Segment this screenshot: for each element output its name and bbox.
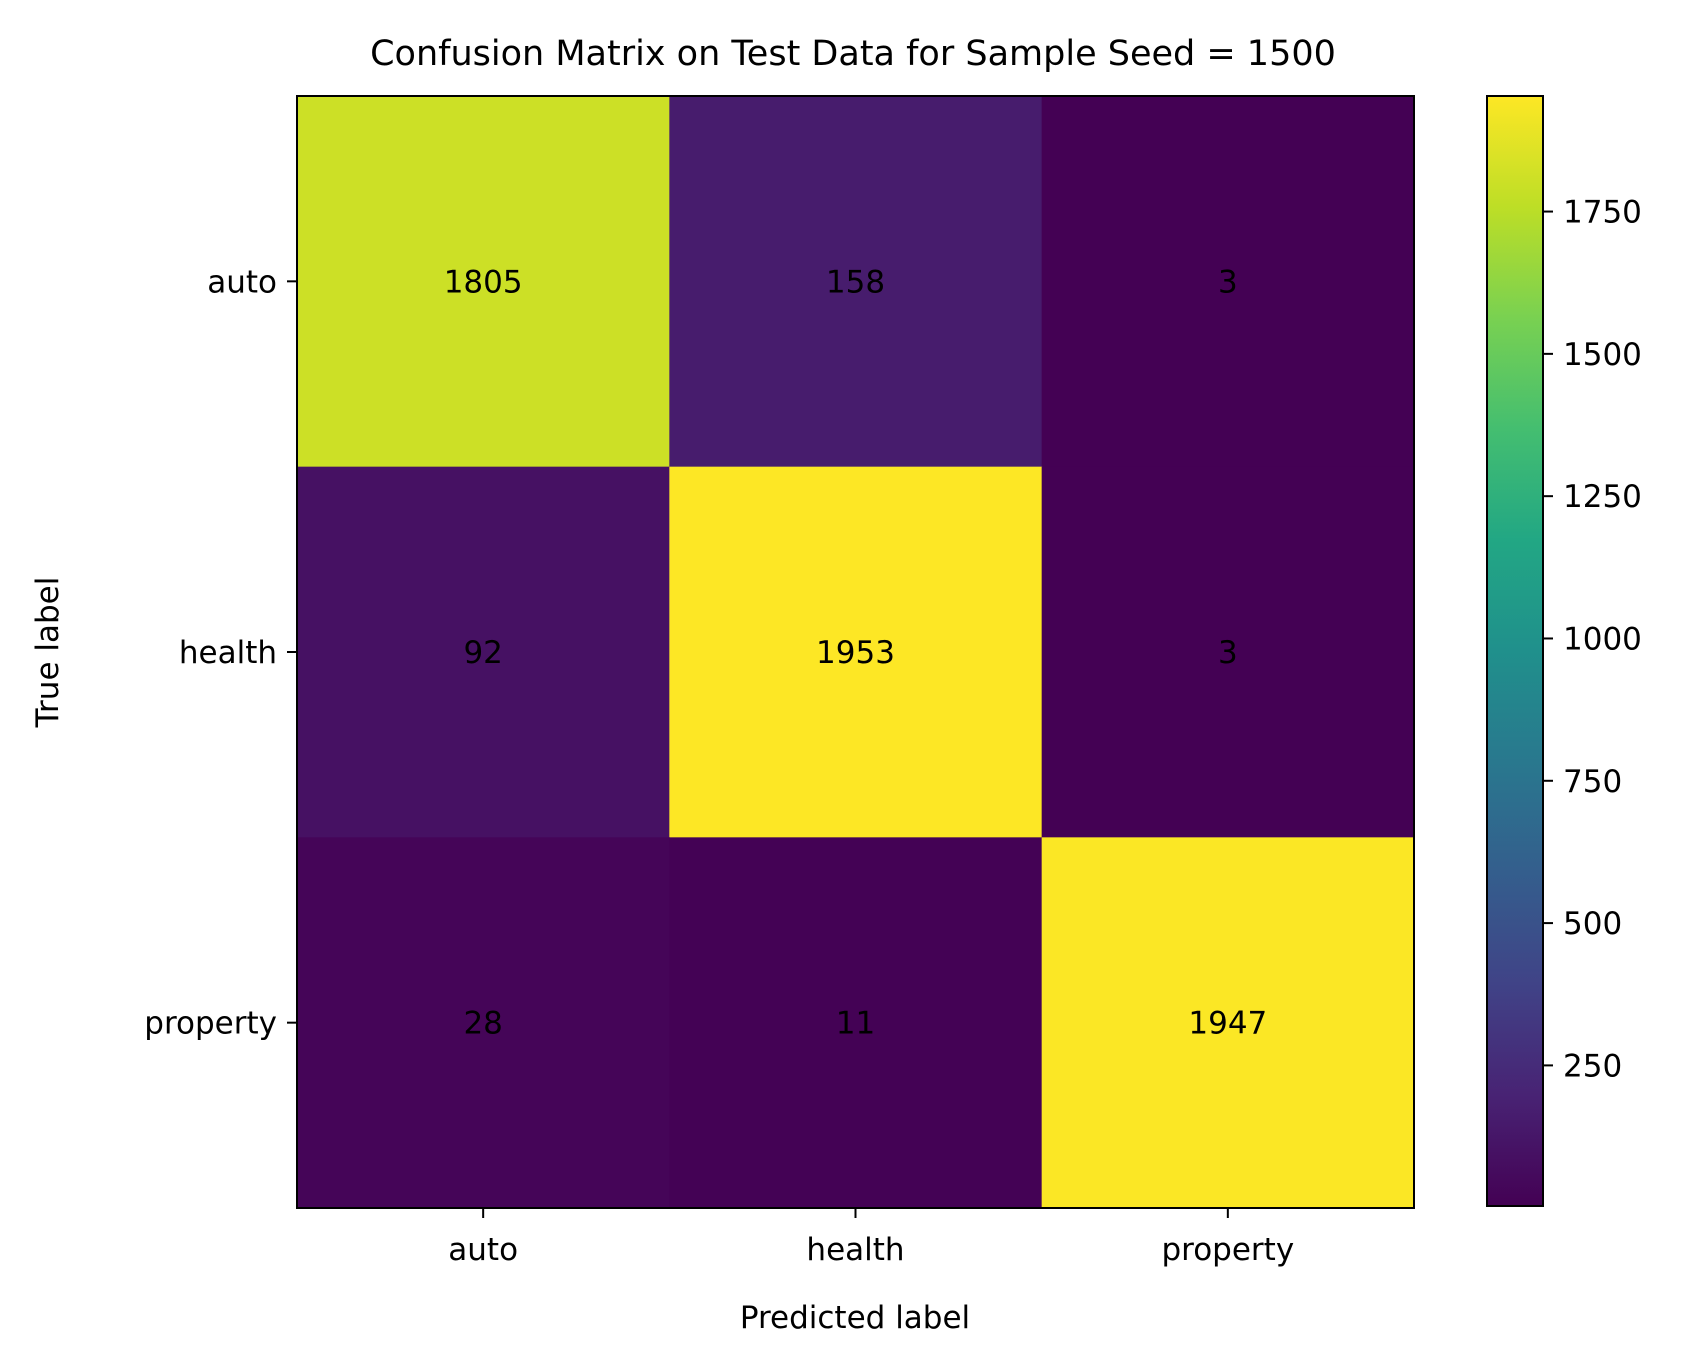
heatmap-cell-auto-property	[1041, 96, 1415, 468]
y-axis-ticks: auto health property	[144, 264, 297, 1042]
colorbar-tick-label: 500	[1563, 906, 1622, 942]
x-axis-ticks: auto health property	[448, 1208, 1294, 1268]
x-axis-label: Predicted label	[740, 1300, 970, 1336]
heatmap-cell-health-property	[1041, 466, 1415, 838]
heatmap-cell-labels: 1805 158 3 92 1953 3 28 11 1947	[444, 264, 1268, 1041]
cell-value-label: 92	[463, 635, 502, 671]
y-axis-label: True label	[30, 577, 66, 729]
colorbar-tick-label: 1500	[1563, 337, 1642, 373]
heatmap-cell-auto-auto	[297, 96, 670, 468]
cell-value-label: 1947	[1188, 1006, 1267, 1042]
cell-value-label: 11	[836, 1006, 875, 1042]
cell-value-label: 1805	[444, 264, 523, 300]
colorbar-tick-label: 1250	[1563, 479, 1642, 515]
colorbar-ticks: 250 500 750 1000 1250 1500 1750	[1543, 195, 1642, 1084]
y-tick-label: health	[179, 635, 277, 671]
y-tick-label: property	[144, 1006, 277, 1042]
heatmap-cell-health-health	[669, 466, 1043, 838]
colorbar-tick-label: 1000	[1563, 621, 1642, 657]
colorbar-tick-label: 750	[1563, 764, 1622, 800]
colorbar-tick-label: 1750	[1563, 195, 1642, 231]
heatmap-cell-property-health	[669, 837, 1043, 1209]
y-tick-label: auto	[207, 264, 277, 300]
colorbar-frame	[1486, 95, 1544, 1207]
x-tick-label: auto	[448, 1232, 518, 1268]
cell-value-label: 1953	[816, 635, 895, 671]
x-tick-label: health	[806, 1232, 904, 1268]
cell-value-label: 3	[1218, 264, 1238, 300]
cell-value-label: 28	[463, 1006, 502, 1042]
cell-value-label: 158	[826, 264, 885, 300]
heatmap-cell-auto-health	[669, 96, 1043, 468]
colorbar-tick-label: 250	[1563, 1048, 1622, 1084]
heatmap-cells	[297, 96, 1415, 1209]
colorbar	[1487, 96, 1543, 1206]
x-tick-label: property	[1161, 1232, 1294, 1268]
heatmap-cell-property-property	[1041, 837, 1415, 1209]
cell-value-label: 3	[1218, 635, 1238, 671]
chart-title: Confusion Matrix on Test Data for Sample…	[370, 34, 1336, 74]
heatmap-cell-property-auto	[297, 837, 670, 1209]
heatmap-cell-health-auto	[297, 466, 670, 838]
